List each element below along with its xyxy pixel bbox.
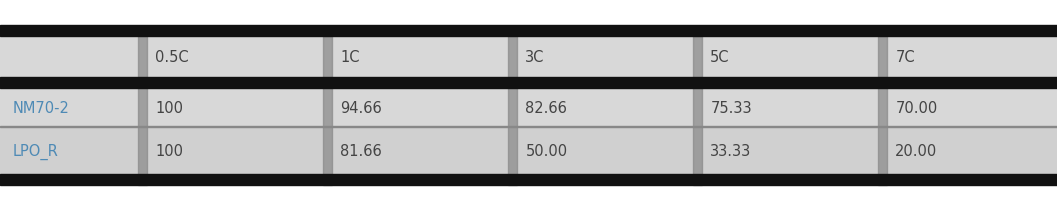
Bar [0, 128, 1057, 174]
Text: 82.66: 82.66 [525, 100, 568, 115]
Text: NM70-2: NM70-2 [13, 100, 70, 115]
Bar [878, 37, 887, 185]
Bar [0, 174, 1057, 185]
Text: 100: 100 [155, 143, 183, 158]
Text: 50.00: 50.00 [525, 143, 568, 158]
Text: LPO_R: LPO_R [13, 143, 58, 159]
Text: 70.00: 70.00 [895, 100, 938, 115]
Bar [323, 37, 332, 185]
Text: 1C: 1C [340, 50, 359, 65]
Text: 5C: 5C [710, 50, 729, 65]
Bar [0, 126, 1057, 128]
Bar [0, 89, 1057, 126]
Text: 94.66: 94.66 [340, 100, 382, 115]
Bar [0, 26, 1057, 37]
Text: 3C: 3C [525, 50, 544, 65]
Text: 0.5C: 0.5C [155, 50, 189, 65]
Text: 7C: 7C [895, 50, 915, 65]
Bar [138, 37, 147, 185]
Text: 33.33: 33.33 [710, 143, 752, 158]
Text: 20.00: 20.00 [895, 143, 938, 158]
Bar [508, 37, 517, 185]
Text: 75.33: 75.33 [710, 100, 752, 115]
Bar [0, 78, 1057, 89]
Bar [693, 37, 702, 185]
Text: 81.66: 81.66 [340, 143, 382, 158]
Bar [0, 37, 1057, 78]
Text: 100: 100 [155, 100, 183, 115]
